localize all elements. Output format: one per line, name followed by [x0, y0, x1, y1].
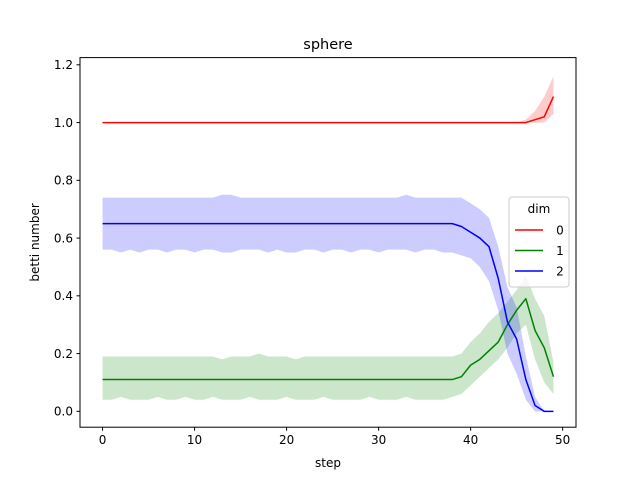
series-2-line	[102, 222, 554, 413]
y-axis-ticks: 0.0 0.2 0.4 0.6 0.8 1.0 1.2	[54, 58, 80, 419]
x-tick-label: 10	[187, 433, 202, 447]
x-axis-ticks: 0 10 20 30 40 50	[99, 427, 570, 447]
y-tick-label: 1.0	[54, 116, 73, 130]
x-axis-label: step	[315, 456, 341, 470]
legend-label-0: 0	[556, 223, 564, 237]
legend-entries: 0 1 2	[515, 223, 564, 278]
y-tick-label: 0.6	[54, 231, 73, 245]
series-1-line	[102, 297, 555, 381]
y-tick-label: 0.8	[54, 174, 73, 188]
x-tick-label: 50	[555, 433, 570, 447]
confidence-bands	[102, 76, 554, 412]
series-lines	[102, 96, 555, 413]
x-tick-label: 30	[371, 433, 386, 447]
y-axis-label: betti number	[28, 203, 42, 281]
y-tick-label: 1.2	[54, 58, 73, 72]
y-tick-label: 0.0	[54, 405, 73, 419]
series-0-line	[102, 96, 555, 124]
series-1-band	[102, 275, 554, 400]
y-tick-label: 0.2	[54, 347, 73, 361]
axes-frame	[79, 57, 577, 428]
chart-title: sphere	[303, 37, 353, 53]
legend-label-1: 1	[556, 244, 564, 258]
series-2-band	[102, 194, 554, 412]
legend-title: dim	[528, 202, 551, 216]
y-tick-label: 0.4	[54, 289, 73, 303]
legend-label-2: 2	[556, 264, 564, 278]
legend-box	[508, 196, 570, 288]
x-tick-label: 20	[279, 433, 294, 447]
x-tick-label: 40	[463, 433, 478, 447]
x-tick-label: 0	[99, 433, 107, 447]
legend: dim 0 1 2	[508, 196, 570, 288]
